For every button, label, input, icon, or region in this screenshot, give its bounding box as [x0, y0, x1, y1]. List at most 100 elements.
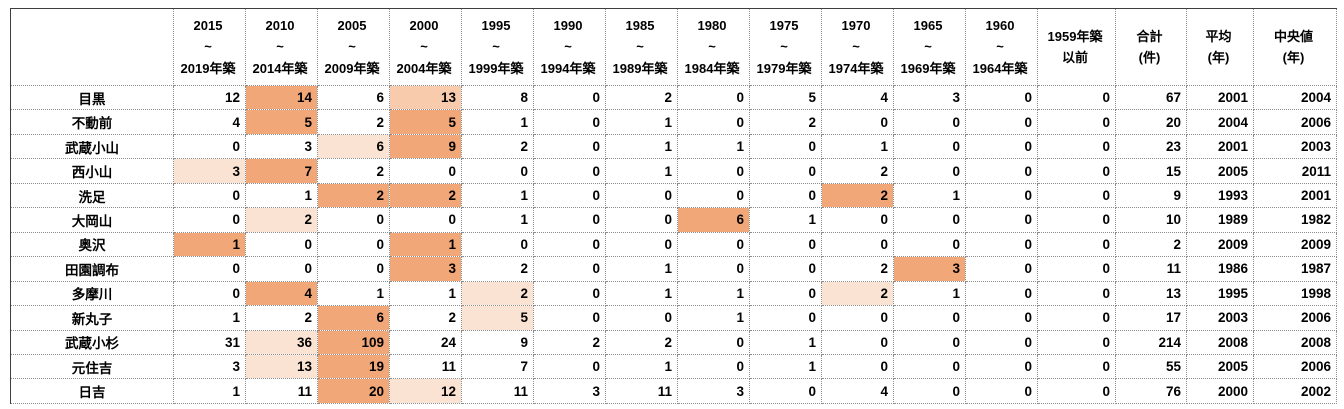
- count-cell[interactable]: 11: [389, 353, 462, 380]
- count-cell[interactable]: 9: [389, 133, 462, 160]
- average-cell[interactable]: 2005: [1186, 158, 1254, 184]
- total-cell[interactable]: 10: [1115, 207, 1187, 233]
- count-cell[interactable]: 4: [173, 109, 246, 135]
- count-cell[interactable]: 2: [389, 182, 462, 209]
- station-cell[interactable]: 日吉: [10, 378, 174, 404]
- average-cell[interactable]: 1986: [1186, 256, 1254, 282]
- count-cell[interactable]: 0: [605, 231, 678, 258]
- count-cell[interactable]: 3: [533, 378, 606, 404]
- median-cell[interactable]: 2011: [1253, 158, 1337, 184]
- count-cell[interactable]: 0: [317, 256, 390, 282]
- count-cell[interactable]: 31: [173, 329, 246, 355]
- count-cell[interactable]: 0: [821, 353, 894, 380]
- total-cell[interactable]: 67: [1115, 84, 1187, 111]
- count-cell[interactable]: 0: [821, 207, 894, 233]
- count-cell[interactable]: 2: [461, 280, 534, 307]
- total-cell[interactable]: 2: [1115, 231, 1187, 258]
- count-cell[interactable]: 0: [821, 231, 894, 258]
- count-cell[interactable]: 1: [677, 305, 750, 331]
- count-cell[interactable]: 20: [317, 378, 390, 404]
- count-cell[interactable]: 0: [1037, 207, 1116, 233]
- count-cell[interactable]: 0: [173, 256, 246, 282]
- count-cell[interactable]: 2: [317, 182, 390, 209]
- count-cell[interactable]: 0: [893, 231, 966, 258]
- average-cell[interactable]: 1995: [1186, 280, 1254, 307]
- count-cell[interactable]: 9: [461, 329, 534, 355]
- count-cell[interactable]: 1: [605, 133, 678, 160]
- count-cell[interactable]: 0: [893, 305, 966, 331]
- count-cell[interactable]: 1: [605, 256, 678, 282]
- count-cell[interactable]: 4: [245, 280, 318, 307]
- average-cell[interactable]: 2008: [1186, 329, 1254, 355]
- count-cell[interactable]: 0: [389, 158, 462, 184]
- median-cell[interactable]: 2001: [1253, 182, 1337, 209]
- count-cell[interactable]: 1: [749, 329, 822, 355]
- count-cell[interactable]: 3: [677, 378, 750, 404]
- average-cell[interactable]: 2004: [1186, 109, 1254, 135]
- median-cell[interactable]: 1987: [1253, 256, 1337, 282]
- count-cell[interactable]: 0: [533, 182, 606, 209]
- total-cell[interactable]: 214: [1115, 329, 1187, 355]
- station-cell[interactable]: 多摩川: [10, 280, 174, 307]
- count-cell[interactable]: 2: [317, 158, 390, 184]
- count-cell[interactable]: 0: [245, 256, 318, 282]
- count-cell[interactable]: 0: [1037, 378, 1116, 404]
- count-cell[interactable]: 0: [965, 353, 1038, 380]
- count-cell[interactable]: 2: [821, 280, 894, 307]
- count-cell[interactable]: 2: [605, 329, 678, 355]
- count-cell[interactable]: 0: [533, 280, 606, 307]
- count-cell[interactable]: 0: [893, 109, 966, 135]
- count-cell[interactable]: 0: [677, 84, 750, 111]
- station-cell[interactable]: 不動前: [10, 109, 174, 135]
- total-cell[interactable]: 76: [1115, 378, 1187, 404]
- count-cell[interactable]: 0: [677, 182, 750, 209]
- average-cell[interactable]: 2001: [1186, 133, 1254, 160]
- count-cell[interactable]: 7: [461, 353, 534, 380]
- count-cell[interactable]: 0: [245, 231, 318, 258]
- average-cell[interactable]: 1993: [1186, 182, 1254, 209]
- count-cell[interactable]: 2: [461, 256, 534, 282]
- count-cell[interactable]: 0: [533, 158, 606, 184]
- station-cell[interactable]: 新丸子: [10, 305, 174, 331]
- count-cell[interactable]: 1: [317, 280, 390, 307]
- count-cell[interactable]: 1: [461, 109, 534, 135]
- count-cell[interactable]: 1: [749, 353, 822, 380]
- count-cell[interactable]: 0: [965, 133, 1038, 160]
- count-cell[interactable]: 0: [749, 305, 822, 331]
- count-cell[interactable]: 0: [821, 109, 894, 135]
- column-header-6[interactable]: 1985 ~1989年築: [605, 8, 678, 86]
- count-cell[interactable]: 2: [821, 182, 894, 209]
- count-cell[interactable]: 0: [749, 182, 822, 209]
- count-cell[interactable]: 0: [749, 378, 822, 404]
- count-cell[interactable]: 24: [389, 329, 462, 355]
- count-cell[interactable]: 4: [821, 84, 894, 111]
- count-cell[interactable]: 1: [677, 280, 750, 307]
- count-cell[interactable]: 0: [821, 305, 894, 331]
- count-cell[interactable]: 0: [965, 280, 1038, 307]
- count-cell[interactable]: 6: [317, 305, 390, 331]
- count-cell[interactable]: 3: [173, 158, 246, 184]
- count-cell[interactable]: 1: [605, 109, 678, 135]
- count-cell[interactable]: 2: [821, 158, 894, 184]
- count-cell[interactable]: 0: [533, 133, 606, 160]
- count-cell[interactable]: 2: [389, 305, 462, 331]
- count-cell[interactable]: 0: [965, 182, 1038, 209]
- count-cell[interactable]: 0: [677, 231, 750, 258]
- count-cell[interactable]: 5: [461, 305, 534, 331]
- count-cell[interactable]: 6: [677, 207, 750, 233]
- count-cell[interactable]: 1: [821, 133, 894, 160]
- count-cell[interactable]: 0: [677, 353, 750, 380]
- station-cell[interactable]: 武蔵小山: [10, 133, 174, 160]
- count-cell[interactable]: 0: [893, 207, 966, 233]
- column-header-3[interactable]: 2000 ~2004年築: [389, 8, 462, 86]
- total-cell[interactable]: 23: [1115, 133, 1187, 160]
- count-cell[interactable]: 2: [605, 84, 678, 111]
- count-cell[interactable]: 0: [533, 353, 606, 380]
- count-cell[interactable]: 1: [389, 280, 462, 307]
- column-header-13[interactable]: 合計 (件): [1115, 8, 1187, 86]
- column-header-1[interactable]: 2010 ~2014年築: [245, 8, 318, 86]
- count-cell[interactable]: 0: [533, 84, 606, 111]
- count-cell[interactable]: 0: [605, 305, 678, 331]
- station-cell[interactable]: 西小山: [10, 158, 174, 184]
- count-cell[interactable]: 2: [821, 256, 894, 282]
